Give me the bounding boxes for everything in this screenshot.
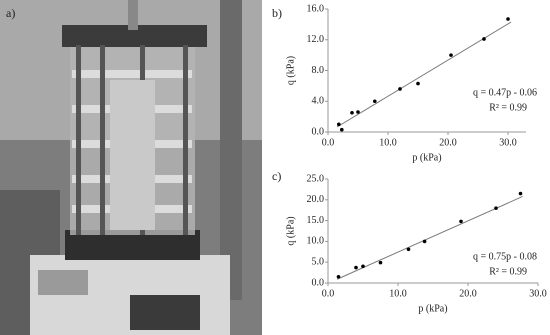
- x-axis-label: p (kPa): [412, 152, 441, 163]
- panel-label: b): [272, 6, 282, 20]
- trendline: [336, 21, 512, 128]
- data-point: [337, 122, 341, 127]
- data-point: [518, 191, 523, 196]
- data-point: [449, 53, 453, 57]
- y-axis-label: q (kPa): [285, 216, 296, 245]
- data-point: [361, 264, 365, 269]
- data-point: [506, 17, 510, 21]
- trendline: [336, 196, 523, 280]
- data-point: [354, 265, 358, 270]
- y-tick-label: 5.0: [312, 256, 325, 267]
- x-tick-label: 20.0: [459, 288, 477, 299]
- x-tick-label: 0.0: [322, 137, 335, 148]
- data-point: [356, 110, 360, 114]
- y-tick-label: 8.0: [312, 65, 325, 76]
- data-point: [416, 81, 420, 86]
- y-tick-label: 4.0: [312, 96, 325, 107]
- x-axis-label: p (kPa): [418, 303, 447, 314]
- y-tick-label: 16.0: [307, 3, 325, 14]
- photo-keypad: [130, 295, 200, 330]
- data-point: [373, 99, 377, 104]
- y-tick-label: 25.0: [307, 173, 325, 184]
- x-tick-label: 30.0: [529, 288, 547, 299]
- x-tick-label: 0.0: [322, 288, 335, 299]
- photo-cell-top: [62, 25, 207, 47]
- y-tick-label: 0.0: [312, 126, 325, 137]
- photo-piston: [128, 0, 138, 30]
- data-point: [350, 110, 354, 115]
- data-point: [482, 37, 486, 41]
- data-point: [422, 239, 427, 244]
- x-tick-label: 20.0: [439, 137, 457, 148]
- photo: a): [0, 0, 262, 335]
- data-point: [459, 219, 463, 224]
- data-point: [340, 127, 344, 132]
- data-point: [378, 260, 383, 265]
- y-tick-label: 12.0: [307, 34, 325, 45]
- data-point: [336, 274, 341, 279]
- x-tick-label: 10.0: [379, 137, 397, 148]
- photo-display: [38, 270, 88, 295]
- y-tick-label: 0.0: [312, 277, 325, 288]
- x-tick-label: 30.0: [499, 137, 517, 148]
- data-point: [398, 87, 402, 91]
- annotation: q = 0.47p - 0.06: [473, 87, 537, 98]
- annotation: R² = 0.99: [489, 102, 527, 113]
- data-point: [406, 247, 411, 252]
- annotation: q = 0.75p - 0.08: [473, 251, 537, 262]
- y-tick-label: 15.0: [307, 215, 325, 226]
- photo-specimen: [110, 80, 155, 230]
- panel-label: a): [6, 6, 15, 20]
- y-axis-label: q (kPa): [285, 56, 296, 85]
- y-tick-label: 10.0: [307, 236, 325, 247]
- photo-column: [220, 0, 242, 300]
- x-tick-label: 10.0: [389, 288, 407, 299]
- y-tick-label: 20.0: [307, 194, 325, 205]
- annotation: R² = 0.99: [489, 266, 527, 277]
- data-point: [494, 206, 498, 210]
- panel-label: c): [272, 169, 281, 183]
